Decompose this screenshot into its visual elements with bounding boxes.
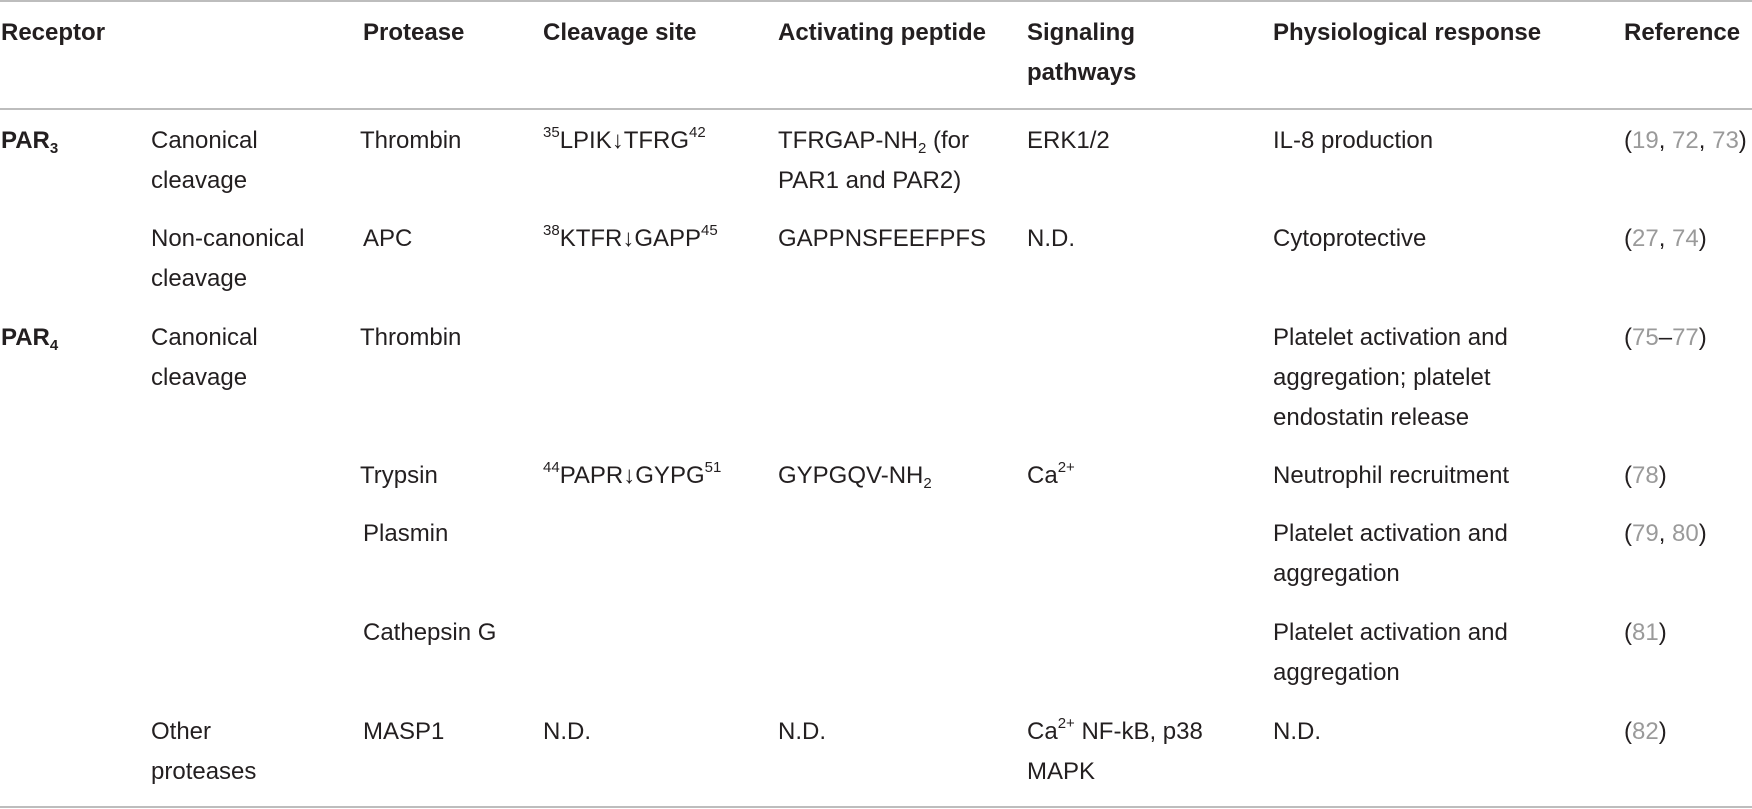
physiological-response: Platelet activation and aggregation; pla… [1273, 324, 1508, 431]
cleavage-type: Non-canonical cleavage [151, 225, 305, 292]
signaling-pathway: Ca2+ [1027, 459, 1075, 489]
physiological-response: Platelet activation and aggregation [1273, 520, 1508, 587]
cleavage-type: Other proteases [151, 718, 257, 785]
cleavage-type: Canonical cleavage [151, 127, 258, 194]
reference-link[interactable]: 75 [1632, 324, 1659, 351]
table-top-rule [0, 0, 1752, 2]
reference-link[interactable]: 74 [1672, 225, 1699, 252]
reference-link[interactable]: 79 [1632, 520, 1659, 547]
reference-link[interactable]: 72 [1672, 127, 1699, 154]
protease: Trypsin [360, 462, 438, 489]
header-protease: Protease [363, 19, 465, 46]
header-divider-rule [0, 108, 1752, 110]
signaling-pathway: N.D. [1027, 225, 1075, 252]
reference-link[interactable]: 77 [1672, 324, 1699, 351]
reference-list: (82) [1624, 718, 1667, 745]
reference-link[interactable]: 82 [1632, 718, 1659, 745]
header-reference: Reference [1624, 19, 1741, 46]
reference-link[interactable]: 80 [1672, 520, 1699, 547]
protease: APC [363, 225, 413, 252]
header-receptor: Receptor [1, 19, 106, 46]
protease: Thrombin [360, 324, 462, 351]
header-activating-peptide: Activating peptide [778, 19, 987, 46]
protease: MASP1 [363, 718, 445, 745]
physiological-response: N.D. [1273, 718, 1321, 745]
activating-peptide: N.D. [778, 718, 826, 745]
header-signaling-line1: Signaling [1027, 19, 1135, 46]
cleavage-site: 38KTFR↓GAPP45 [543, 222, 718, 252]
reference-list: (78) [1624, 462, 1667, 489]
reference-list: (27, 74) [1624, 225, 1707, 252]
physiological-response: Neutrophil recruitment [1273, 462, 1510, 489]
reference-link[interactable]: 27 [1632, 225, 1659, 252]
reference-list: (75–77) [1624, 324, 1707, 351]
physiological-response: Cytoprotective [1273, 225, 1427, 252]
header-physiological-response: Physiological response [1273, 19, 1542, 46]
cleavage-site: 44PAPR↓GYPG51 [543, 459, 722, 489]
physiological-response: Platelet activation and aggregation [1273, 619, 1508, 686]
physiological-response: IL-8 production [1273, 127, 1434, 154]
reference-link[interactable]: 78 [1632, 462, 1659, 489]
cleavage-site: N.D. [543, 718, 591, 745]
receptor-par3: PAR3 [1, 127, 59, 157]
reference-list: (19, 72, 73) [1624, 127, 1747, 154]
signaling-pathway: ERK1/2 [1027, 127, 1110, 154]
activating-peptide: TFRGAP-NH2 (for PAR1 and PAR2) [778, 127, 970, 194]
reference-link[interactable]: 19 [1632, 127, 1659, 154]
header-signaling: Signaling pathways [1027, 13, 1136, 93]
signaling-pathway: Ca2+ NF-kB, p38 MAPK [1027, 715, 1203, 785]
table-bottom-rule [0, 806, 1752, 808]
cleavage-type: Canonical cleavage [151, 324, 258, 391]
header-signaling-line2: pathways [1027, 59, 1137, 86]
protease: Plasmin [363, 520, 449, 547]
activating-peptide: GAPPNSFEEFPFS [778, 225, 987, 252]
receptor-par4: PAR4 [1, 324, 59, 354]
reference-link[interactable]: 81 [1632, 619, 1659, 646]
protease: Cathepsin G [363, 619, 497, 646]
header-cleavage-site: Cleavage site [543, 19, 697, 46]
cleavage-site: 35LPIK↓TFRG42 [543, 124, 706, 154]
reference-list: (79, 80) [1624, 520, 1707, 547]
protease: Thrombin [360, 127, 462, 154]
reference-list: (81) [1624, 619, 1667, 646]
reference-link[interactable]: 73 [1712, 127, 1739, 154]
activating-peptide: GYPGQV-NH2 [778, 462, 932, 492]
